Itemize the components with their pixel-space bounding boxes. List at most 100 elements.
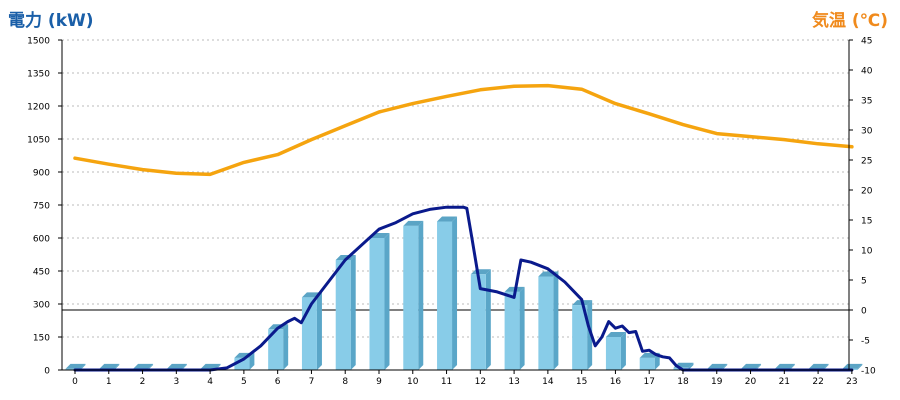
- x-tick-label: 23: [846, 377, 857, 387]
- power-bar: [572, 300, 593, 370]
- power-bar: [605, 332, 626, 370]
- left-tick-label: 300: [33, 301, 50, 311]
- bar-side: [789, 363, 795, 370]
- bar-side: [283, 324, 289, 370]
- right-axis-title: 気温 (℃): [811, 11, 888, 31]
- right-tick-label: -10: [861, 367, 876, 377]
- x-tick-label: 15: [576, 377, 587, 387]
- bar-side: [587, 300, 593, 370]
- power-bar: [268, 324, 289, 370]
- power-bar: [437, 216, 458, 370]
- bar-side: [620, 332, 626, 370]
- bar-top: [842, 363, 863, 369]
- bar-top: [200, 363, 221, 369]
- x-tick-label: 12: [475, 377, 486, 387]
- x-tick-label: 18: [677, 377, 689, 387]
- bar-top: [65, 363, 86, 369]
- bar-side: [553, 271, 559, 370]
- bar-front: [65, 368, 81, 370]
- bar-side: [148, 363, 154, 370]
- bar-side: [654, 352, 660, 370]
- temperature-line: [73, 83, 854, 177]
- power-bar: [335, 255, 356, 370]
- power-bar: [369, 233, 390, 370]
- x-tick-label: 5: [241, 377, 247, 387]
- left-axis-title: 電力 (kW): [8, 11, 94, 31]
- right-tick-label: 30: [861, 127, 873, 137]
- bar-front: [504, 291, 520, 370]
- bar-top: [403, 220, 424, 226]
- bar-top: [707, 363, 728, 369]
- x-tick-label: 17: [643, 377, 654, 387]
- x-tick-label: 7: [309, 377, 315, 387]
- right-tick-label: 40: [861, 67, 873, 77]
- bar-side: [823, 363, 829, 370]
- x-tick-label: 2: [140, 377, 146, 387]
- power-bar: [65, 363, 86, 370]
- bar-side: [418, 220, 424, 370]
- bar-top: [133, 363, 154, 369]
- left-tick-label: 600: [33, 235, 50, 245]
- bar-top: [605, 332, 626, 337]
- bar-top: [437, 216, 458, 222]
- left-tick-label: 1500: [27, 37, 50, 47]
- power-bar: [403, 220, 424, 370]
- bar-side: [519, 286, 525, 370]
- bar-front: [470, 274, 486, 370]
- x-tick-label: 6: [275, 377, 281, 387]
- x-tick-label: 16: [610, 377, 622, 387]
- bar-side: [857, 363, 863, 370]
- bar-top: [166, 363, 187, 369]
- bar-side: [249, 352, 255, 370]
- bar-top: [741, 363, 762, 369]
- bar-top: [99, 363, 120, 369]
- bar-side: [181, 363, 187, 370]
- bar-top: [808, 363, 829, 369]
- bar-front: [335, 260, 351, 370]
- right-tick-label: 45: [861, 37, 872, 47]
- x-tick-label: 4: [207, 377, 213, 387]
- bar-front: [268, 329, 284, 370]
- power-bar: [470, 269, 491, 370]
- bar-front: [639, 357, 655, 370]
- left-tick-label: 0: [44, 367, 50, 377]
- x-tick-label: 11: [441, 377, 452, 387]
- left-tick-label: 1350: [27, 70, 50, 80]
- x-tick-label: 9: [376, 377, 382, 387]
- x-tick-label: 8: [342, 377, 348, 387]
- power-line: [73, 205, 854, 372]
- right-tick-label: -5: [861, 337, 870, 347]
- x-tick-label: 3: [173, 377, 179, 387]
- x-tick-label: 13: [508, 377, 519, 387]
- right-tick-label: 20: [861, 187, 873, 197]
- power-bar: [538, 271, 559, 370]
- bar-side: [485, 269, 491, 370]
- bar-side: [316, 292, 322, 370]
- bar-top: [774, 363, 795, 369]
- x-tick-label: 22: [812, 377, 823, 387]
- x-tick-label: 0: [72, 377, 78, 387]
- left-tick-label: 900: [33, 169, 50, 179]
- bar-front: [437, 221, 453, 370]
- right-tick-label: 15: [861, 217, 872, 227]
- power-bar: [639, 352, 660, 370]
- bar-front: [369, 238, 385, 370]
- right-tick-label: 10: [861, 247, 873, 257]
- bar-front: [572, 305, 588, 370]
- left-tick-label: 750: [33, 202, 50, 212]
- bar-front: [403, 225, 419, 370]
- right-tick-label: 25: [861, 157, 872, 167]
- bar-side: [80, 363, 86, 370]
- bar-side: [688, 362, 694, 370]
- right-tick-label: 5: [861, 277, 867, 287]
- left-tick-label: 450: [33, 268, 50, 278]
- right-tick-label: 35: [861, 97, 872, 107]
- left-tick-label: 1050: [27, 136, 50, 146]
- bar-side: [350, 255, 356, 370]
- bar-side: [722, 363, 728, 370]
- x-tick-label: 20: [745, 377, 757, 387]
- x-tick-label: 21: [779, 377, 790, 387]
- x-tick-label: 10: [407, 377, 419, 387]
- left-tick-label: 150: [33, 334, 50, 344]
